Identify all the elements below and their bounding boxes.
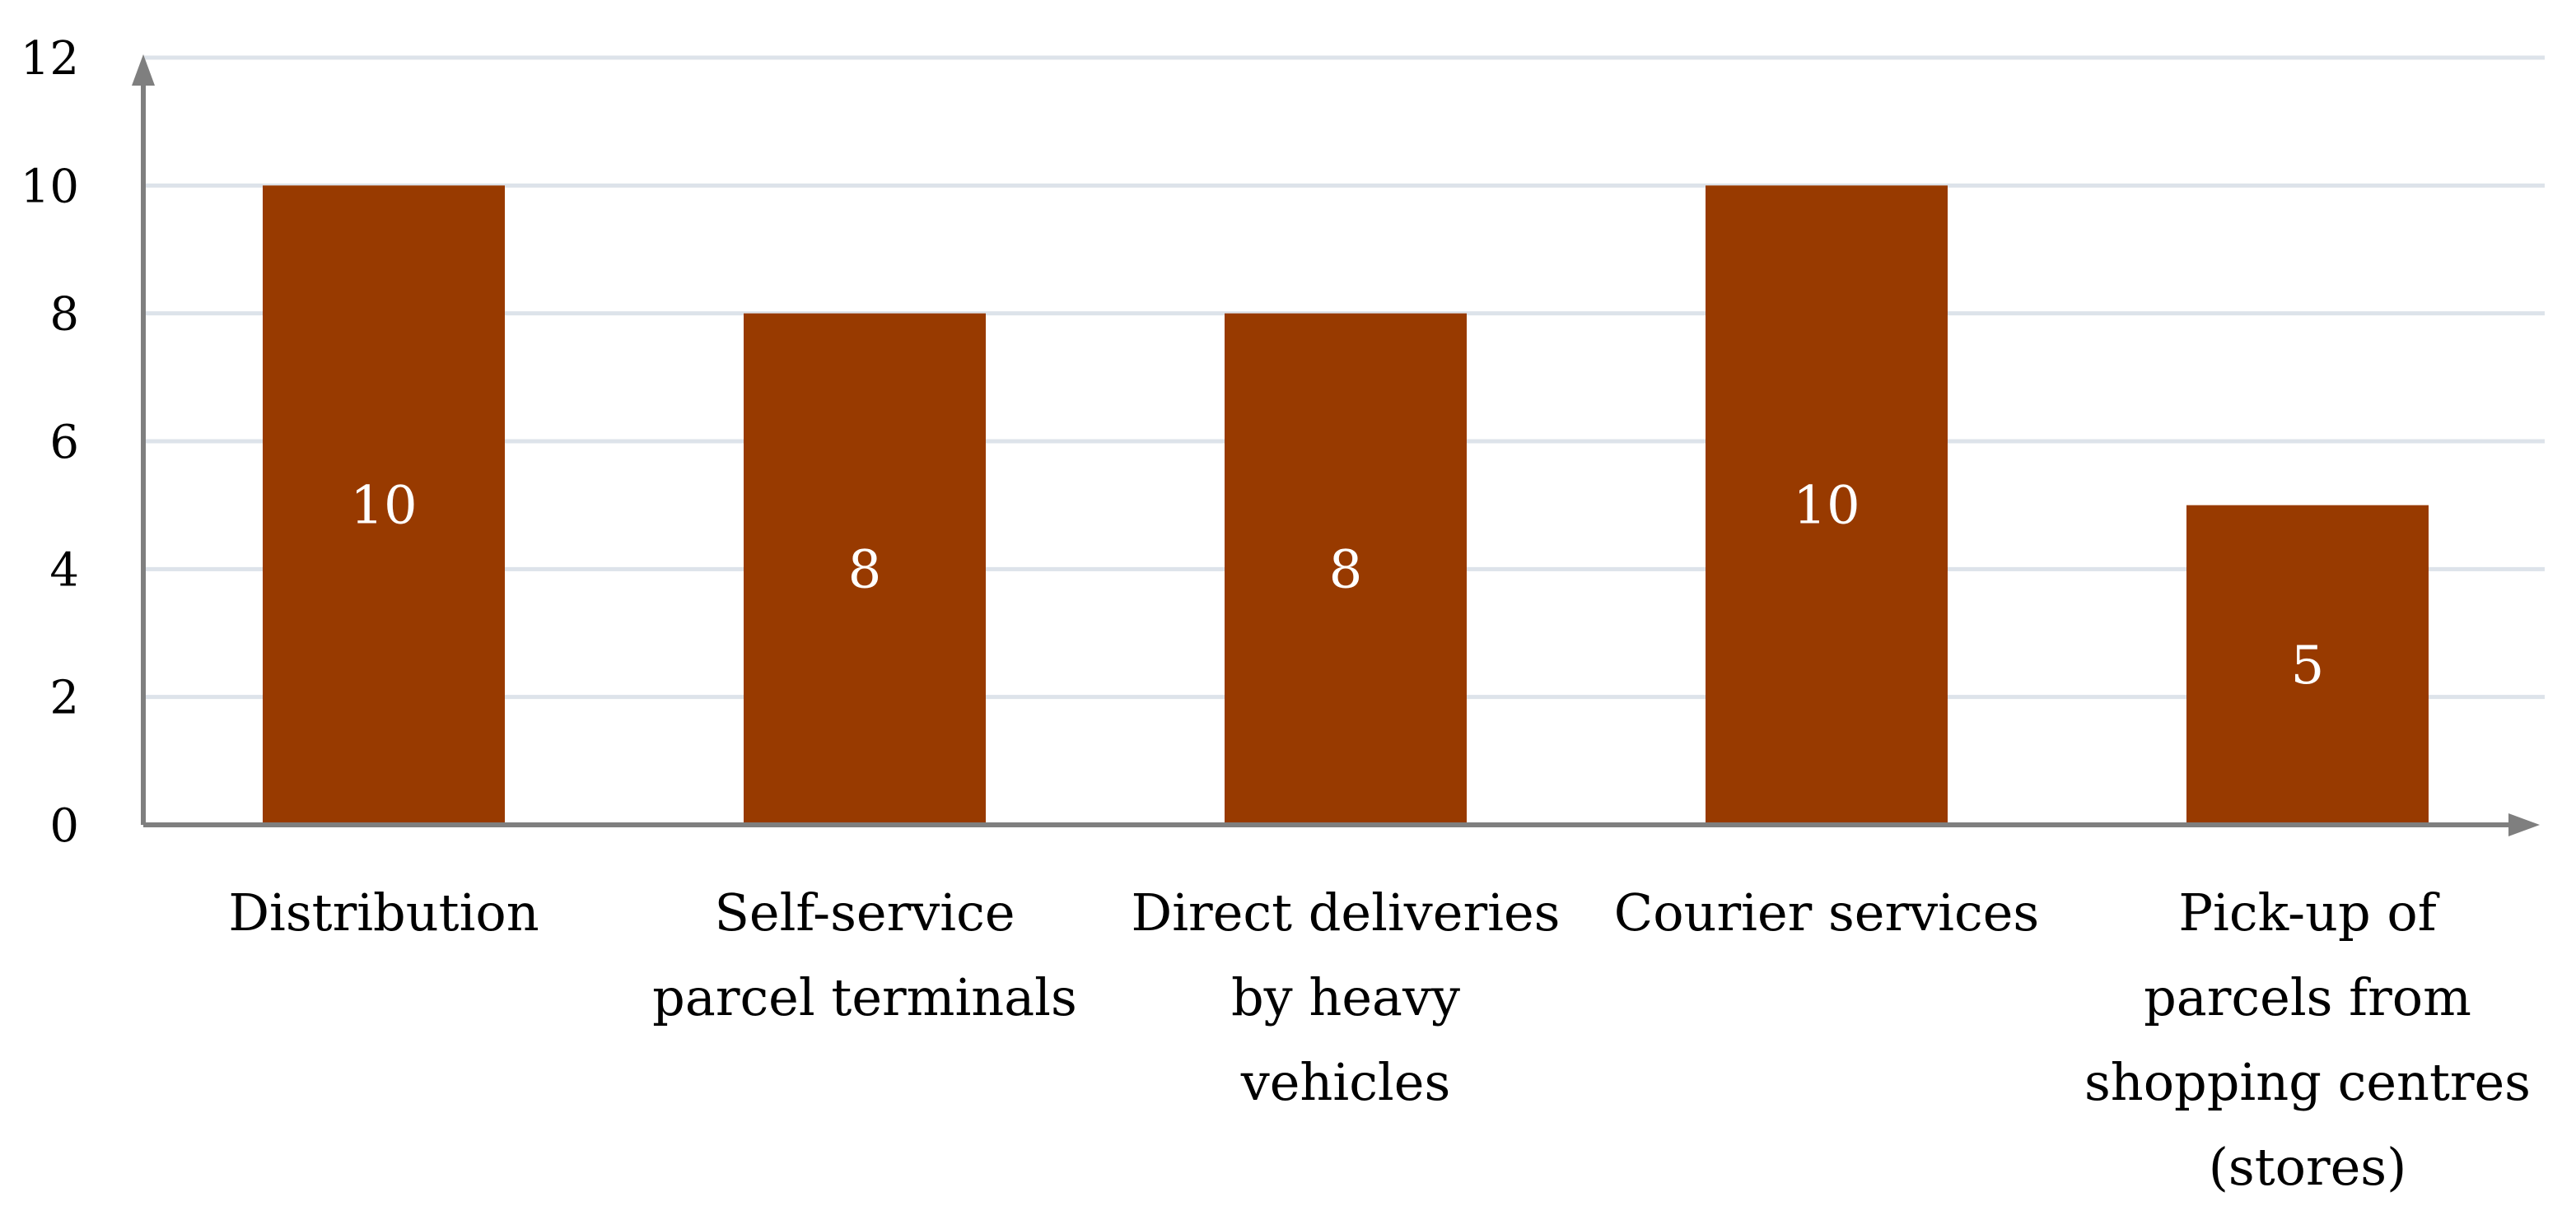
y-tick-label-12: 12 bbox=[21, 32, 79, 86]
bar-1 bbox=[263, 185, 505, 826]
x-category-label-2: Self-service parcel terminals bbox=[652, 882, 1077, 1027]
bars bbox=[263, 185, 2429, 826]
y-tick-label-10: 10 bbox=[21, 160, 79, 213]
bar-4 bbox=[1706, 185, 1948, 826]
bar-data-label-1: 10 bbox=[350, 476, 417, 537]
y-tick-label-4: 4 bbox=[49, 543, 79, 597]
y-tick-label-2: 2 bbox=[49, 672, 79, 725]
x-category-label-5: Pick-up of parcels from shopping centres (s… bbox=[2084, 882, 2531, 1197]
bar-data-label-3: 8 bbox=[1329, 539, 1363, 600]
x-axis-category-labels: Distribution Self-service parcel terminals… bbox=[228, 882, 2531, 1197]
bar-data-label-2: 8 bbox=[848, 539, 882, 600]
x-category-label-1: Distribution bbox=[228, 882, 539, 943]
bar-data-label-5: 5 bbox=[2291, 636, 2325, 696]
x-axis-arrow bbox=[2508, 813, 2540, 836]
x-category-label-4: Courier services bbox=[1614, 882, 2039, 943]
bar-3 bbox=[1225, 313, 1467, 826]
y-tick-label-6: 6 bbox=[49, 416, 79, 469]
bar-5 bbox=[2186, 505, 2429, 825]
y-tick-label-0: 0 bbox=[49, 799, 79, 853]
bar-data-labels: 10 8 8 10 5 bbox=[350, 476, 2324, 696]
y-tick-label-8: 8 bbox=[49, 288, 79, 342]
bar-data-label-4: 10 bbox=[1793, 476, 1860, 537]
y-axis-tick-labels: 0 2 4 6 8 10 12 bbox=[21, 32, 79, 853]
x-category-label-3: Direct deliveries by heavy vehicles bbox=[1132, 882, 1561, 1112]
bar-2 bbox=[744, 313, 986, 826]
axes bbox=[132, 54, 2540, 836]
y-axis-arrow bbox=[132, 54, 155, 86]
